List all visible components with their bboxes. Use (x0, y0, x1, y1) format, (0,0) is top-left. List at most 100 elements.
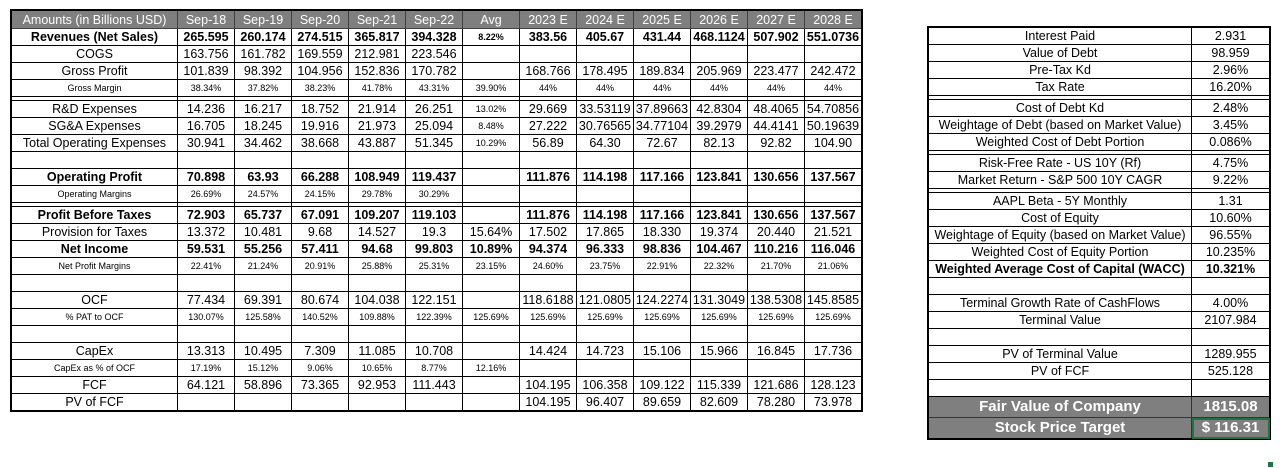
empty-cell[interactable] (927, 277, 1192, 295)
header-estimate-cell[interactable]: 2024 E (576, 9, 634, 29)
estimate-value-cell[interactable]: 104.90 (804, 134, 863, 152)
header-avg-cell[interactable]: Avg (462, 9, 520, 29)
historical-value-cell[interactable]: 16.217 (234, 100, 292, 118)
empty-cell[interactable] (177, 274, 235, 292)
estimate-value-cell[interactable]: 125.69% (576, 308, 634, 326)
historical-value-cell[interactable]: 104.038 (348, 291, 406, 309)
empty-cell[interactable] (348, 151, 406, 169)
row-label-cell[interactable]: % PAT to OCF (10, 308, 178, 326)
header-estimate-cell[interactable]: 2028 E (804, 9, 863, 29)
estimate-value-cell[interactable]: 111.876 (519, 206, 577, 224)
estimate-value-cell[interactable]: 82.13 (690, 134, 748, 152)
historical-value-cell[interactable]: 92.953 (348, 376, 406, 394)
historical-value-cell[interactable]: 99.803 (405, 240, 463, 258)
header-year-cell[interactable]: Sep-21 (348, 9, 406, 29)
historical-value-cell[interactable]: 19.3 (405, 223, 463, 241)
historical-value-cell[interactable]: 119.103 (405, 206, 463, 224)
avg-value-cell[interactable]: 12.16% (462, 359, 520, 377)
estimate-value-cell[interactable]: 98.836 (633, 240, 691, 258)
estimate-value-cell[interactable]: 17.502 (519, 223, 577, 241)
row-label-cell[interactable]: Revenues (Net Sales) (10, 28, 178, 46)
historical-value-cell[interactable]: 55.256 (234, 240, 292, 258)
historical-value-cell[interactable]: 30.29% (405, 185, 463, 203)
historical-value-cell[interactable]: 57.411 (291, 240, 349, 258)
wacc-value-cell[interactable]: 10.60% (1191, 209, 1271, 227)
wacc-value-cell[interactable]: 2.48% (1191, 99, 1271, 117)
wacc-value-cell[interactable]: 2.931 (1191, 26, 1271, 45)
historical-value-cell[interactable]: 38.34% (177, 79, 235, 97)
empty-cell[interactable] (291, 151, 349, 169)
historical-value-cell[interactable]: 161.782 (234, 45, 292, 63)
estimate-value-cell[interactable]: 551.0736 (804, 28, 863, 46)
historical-value-cell[interactable]: 122.39% (405, 308, 463, 326)
historical-value-cell[interactable]: 9.06% (291, 359, 349, 377)
estimate-value-cell[interactable] (519, 359, 577, 377)
historical-value-cell[interactable]: 10.708 (405, 342, 463, 360)
wacc-label-cell[interactable]: Market Return - S&P 500 10Y CAGR (927, 171, 1192, 189)
estimate-value-cell[interactable]: 78.280 (747, 393, 805, 412)
wacc-label-cell[interactable]: Interest Paid (927, 26, 1192, 45)
row-label-cell[interactable]: OCF (10, 291, 178, 309)
historical-value-cell[interactable]: 66.288 (291, 168, 349, 186)
historical-value-cell[interactable]: 65.737 (234, 206, 292, 224)
wacc-label-cell[interactable]: Terminal Value (927, 311, 1192, 329)
historical-value-cell[interactable]: 111.443 (405, 376, 463, 394)
estimate-value-cell[interactable]: 130.656 (747, 168, 805, 186)
estimate-value-cell[interactable]: 383.56 (519, 28, 577, 46)
wacc-label-cell[interactable]: Value of Debt (927, 44, 1192, 62)
estimate-value-cell[interactable]: 125.69% (690, 308, 748, 326)
estimate-value-cell[interactable]: 131.3049 (690, 291, 748, 309)
wacc-value-cell[interactable]: 1815.08 (1191, 396, 1271, 418)
estimate-value-cell[interactable]: 82.609 (690, 393, 748, 412)
avg-value-cell[interactable]: 10.29% (462, 134, 520, 152)
historical-value-cell[interactable]: 140.52% (291, 308, 349, 326)
historical-value-cell[interactable]: 37.82% (234, 79, 292, 97)
wacc-value-cell[interactable]: 16.20% (1191, 78, 1271, 96)
estimate-value-cell[interactable]: 123.841 (690, 206, 748, 224)
empty-cell[interactable] (519, 274, 577, 292)
estimate-value-cell[interactable]: 19.374 (690, 223, 748, 241)
row-label-cell[interactable]: SG&A Expenses (10, 117, 178, 135)
historical-value-cell[interactable]: 26.251 (405, 100, 463, 118)
historical-value-cell[interactable]: 24.15% (291, 185, 349, 203)
estimate-value-cell[interactable]: 128.123 (804, 376, 863, 394)
empty-cell[interactable] (405, 274, 463, 292)
historical-value-cell[interactable]: 26.69% (177, 185, 235, 203)
estimate-value-cell[interactable]: 104.195 (519, 393, 577, 412)
row-label-cell[interactable]: Operating Margins (10, 185, 178, 203)
historical-value-cell[interactable]: 10.65% (348, 359, 406, 377)
estimate-value-cell[interactable]: 123.841 (690, 168, 748, 186)
estimate-value-cell[interactable]: 137.567 (804, 206, 863, 224)
wacc-value-cell[interactable]: 1289.955 (1191, 345, 1271, 363)
estimate-value-cell[interactable]: 507.902 (747, 28, 805, 46)
avg-value-cell[interactable] (462, 168, 520, 186)
estimate-value-cell[interactable] (633, 45, 691, 63)
estimate-value-cell[interactable]: 114.198 (576, 206, 634, 224)
estimate-value-cell[interactable]: 96.333 (576, 240, 634, 258)
estimate-value-cell[interactable] (690, 359, 748, 377)
estimate-value-cell[interactable]: 44% (576, 79, 634, 97)
wacc-value-cell[interactable]: 525.128 (1191, 362, 1271, 380)
estimate-value-cell[interactable]: 33.53119 (576, 100, 634, 118)
historical-value-cell[interactable]: 109.207 (348, 206, 406, 224)
wacc-label-cell[interactable]: Pre-Tax Kd (927, 61, 1192, 79)
historical-value-cell[interactable]: 14.236 (177, 100, 235, 118)
avg-value-cell[interactable]: 8.48% (462, 117, 520, 135)
historical-value-cell[interactable]: 365.817 (348, 28, 406, 46)
estimate-value-cell[interactable]: 20.440 (747, 223, 805, 241)
historical-value-cell[interactable]: 21.914 (348, 100, 406, 118)
estimate-value-cell[interactable]: 44% (747, 79, 805, 97)
estimate-value-cell[interactable]: 44% (804, 79, 863, 97)
empty-cell[interactable] (1191, 277, 1271, 295)
estimate-value-cell[interactable]: 64.30 (576, 134, 634, 152)
estimate-value-cell[interactable]: 15.106 (633, 342, 691, 360)
estimate-value-cell[interactable]: 44% (519, 79, 577, 97)
header-year-cell[interactable]: Sep-19 (234, 9, 292, 29)
historical-value-cell[interactable]: 64.121 (177, 376, 235, 394)
empty-cell[interactable] (1191, 379, 1271, 397)
estimate-value-cell[interactable]: 125.69% (747, 308, 805, 326)
estimate-value-cell[interactable]: 405.67 (576, 28, 634, 46)
empty-cell[interactable] (519, 151, 577, 169)
estimate-value-cell[interactable] (519, 45, 577, 63)
estimate-value-cell[interactable]: 94.374 (519, 240, 577, 258)
